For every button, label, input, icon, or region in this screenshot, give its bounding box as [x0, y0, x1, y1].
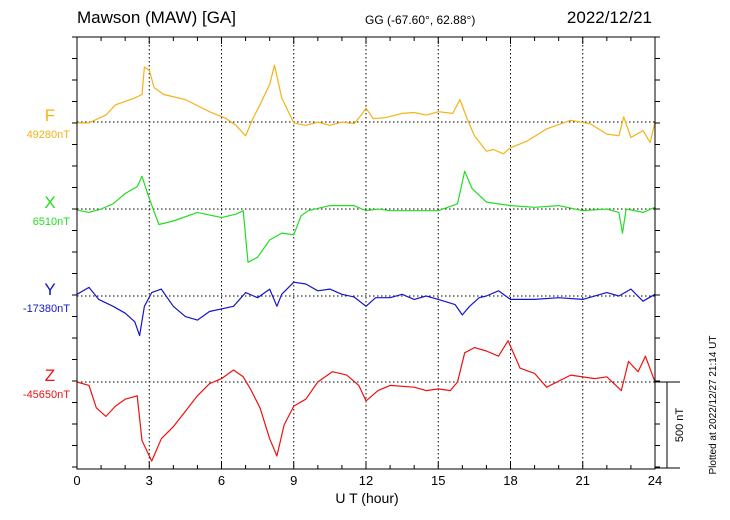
x-tick-label-21: 21	[576, 473, 590, 488]
x-axis: 0 3 6 9 12 15 18 21 24	[73, 473, 662, 488]
plotted-at-note: Plotted at 2022/12/27 21:14 UT	[708, 336, 719, 475]
series-name-Y: Y	[44, 280, 55, 299]
series-baseline-F: 49280nT	[27, 129, 71, 141]
plot-date: 2022/12/21	[566, 8, 652, 27]
series-baseline-Y: -17380nT	[23, 303, 70, 315]
station-coordinates: GG (-67.60°, 62.88°)	[365, 13, 476, 27]
series-baseline-Z: -45650nT	[23, 389, 70, 401]
x-tick-label-6: 6	[218, 473, 225, 488]
x-tick-label-15: 15	[431, 473, 445, 488]
station-title: Mawson (MAW) [GA]	[77, 8, 236, 27]
x-tick-label-3: 3	[146, 473, 153, 488]
series-name-F: F	[45, 106, 55, 125]
x-tick-label-24: 24	[648, 473, 662, 488]
traces	[76, 64, 656, 462]
x-tick-label-18: 18	[503, 473, 517, 488]
grid	[77, 37, 655, 469]
x-tick-label-0: 0	[73, 473, 80, 488]
series-name-X: X	[44, 193, 55, 212]
series-labels: F 49280nT X 6510nT Y -17380nT Z -45650nT	[23, 106, 70, 401]
trace-F	[77, 64, 656, 155]
scale-bar-label: 500 nT	[674, 408, 686, 443]
series-baseline-X: 6510nT	[33, 216, 71, 228]
scale-bar: 500 nT	[655, 381, 686, 469]
x-tick-label-12: 12	[359, 473, 373, 488]
x-tick-label-9: 9	[290, 473, 297, 488]
plot-frame	[72, 36, 660, 470]
trace-Y	[76, 281, 656, 337]
trace-Z	[76, 340, 656, 462]
series-name-Z: Z	[45, 366, 55, 385]
trace-X	[76, 170, 656, 263]
x-axis-label: U T (hour)	[335, 490, 398, 506]
